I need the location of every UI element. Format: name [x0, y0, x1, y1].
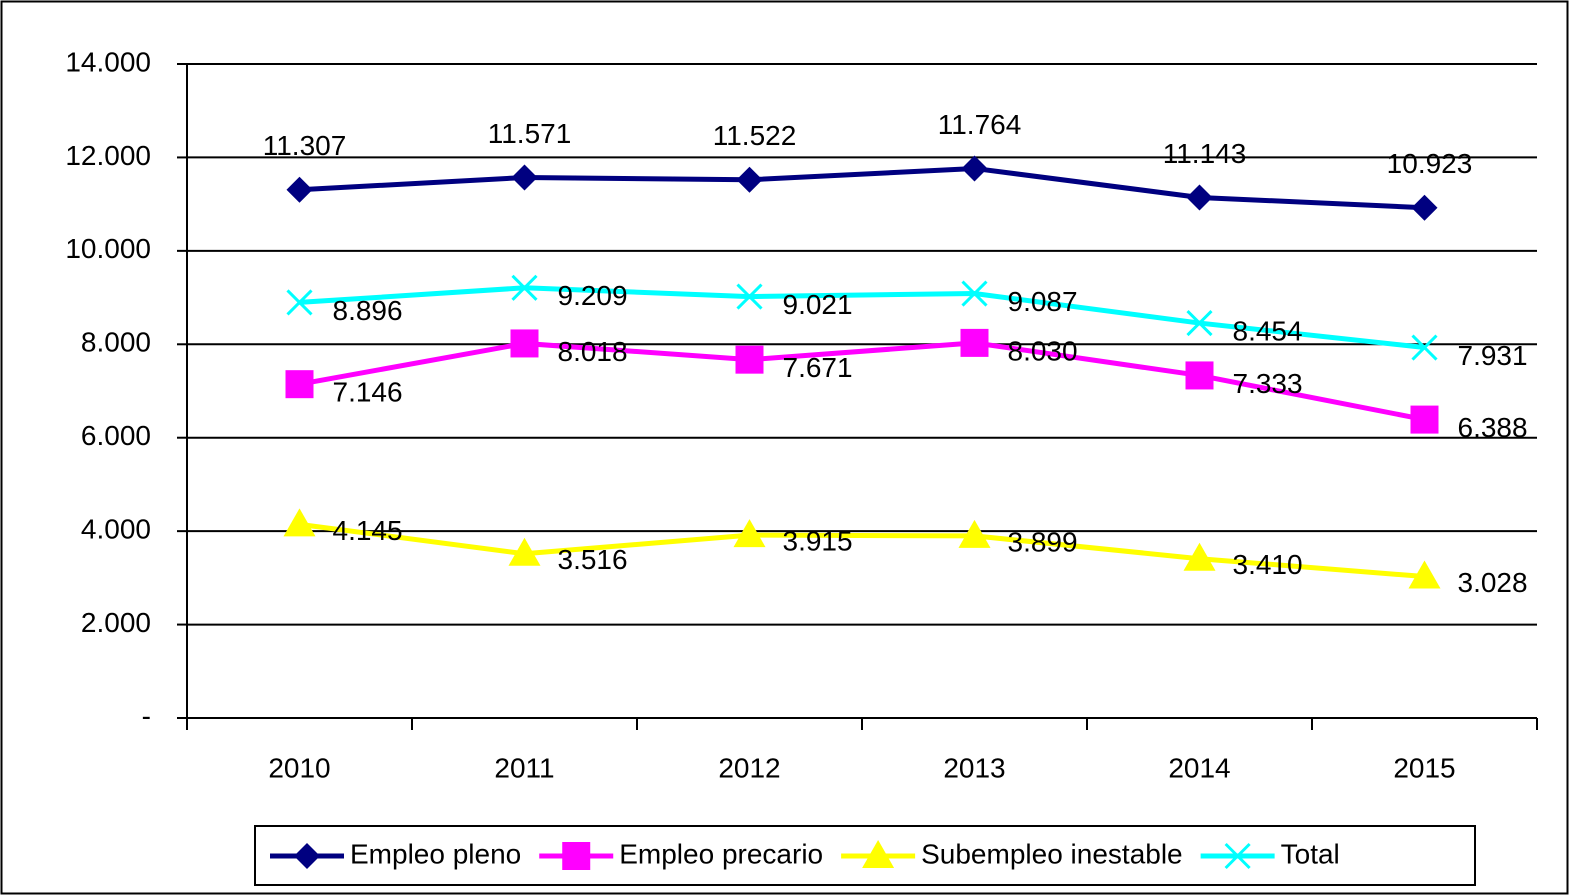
data-point — [958, 519, 991, 548]
data-point — [736, 166, 763, 193]
data-label: 4.145 — [333, 515, 403, 546]
data-label: 7.671 — [783, 352, 853, 383]
legend-label: Total — [1281, 838, 1340, 869]
legend-marker — [1224, 842, 1251, 870]
data-point — [286, 176, 313, 203]
y-tick-label: - — [142, 700, 151, 731]
y-tick-label: 12.000 — [65, 140, 151, 171]
data-label: 3.516 — [558, 544, 628, 575]
data-label: 3.410 — [1233, 549, 1303, 580]
legend-label: Empleo pleno — [350, 838, 521, 869]
data-label: 9.021 — [783, 289, 853, 320]
data-label: 7.333 — [1233, 368, 1303, 399]
data-label: 3.899 — [1008, 526, 1078, 557]
data-point — [285, 370, 314, 399]
x-tick-label: 2012 — [718, 752, 780, 783]
data-label: 11.522 — [713, 120, 797, 151]
legend-label: Empleo precario — [619, 838, 823, 869]
data-point — [1186, 310, 1213, 337]
series-line — [299, 285, 1425, 350]
series-line — [299, 521, 1425, 580]
series-line — [299, 165, 1425, 211]
legend-marker — [562, 842, 591, 870]
data-point — [1408, 560, 1441, 589]
y-tick-label: 2.000 — [81, 607, 151, 638]
legend-marker — [862, 840, 895, 868]
data-point — [508, 537, 541, 566]
data-point — [511, 274, 538, 301]
data-label: 10.923 — [1387, 148, 1473, 179]
data-label: 8.896 — [333, 295, 403, 326]
data-point — [961, 280, 988, 307]
data-point — [510, 329, 539, 358]
data-label: 11.764 — [938, 109, 1022, 140]
data-point — [960, 328, 989, 357]
data-point — [283, 508, 316, 537]
y-tick-label: 4.000 — [81, 514, 151, 545]
data-label: 8.018 — [558, 336, 628, 367]
y-tick-label: 6.000 — [81, 420, 151, 451]
y-tick-label: 8.000 — [81, 327, 151, 358]
y-tick-label: 14.000 — [65, 46, 151, 77]
data-point — [733, 519, 766, 548]
data-point — [961, 155, 988, 182]
data-point — [736, 283, 763, 310]
legend-marker — [294, 843, 320, 869]
data-point — [511, 164, 538, 191]
x-tick-label: 2013 — [943, 752, 1005, 783]
x-tick-label: 2011 — [494, 752, 554, 783]
data-label: 8.454 — [1233, 315, 1303, 346]
data-point — [1186, 184, 1213, 211]
data-point — [1183, 542, 1216, 571]
x-tick-label: 2010 — [268, 752, 330, 783]
data-point — [1411, 194, 1438, 221]
data-label: 9.209 — [558, 280, 628, 311]
data-label: 8.030 — [1008, 335, 1078, 366]
data-label: 7.146 — [333, 377, 403, 408]
data-point — [1410, 405, 1439, 434]
data-point — [286, 289, 313, 316]
x-tick-label: 2014 — [1168, 752, 1230, 783]
data-label: 11.571 — [488, 118, 572, 149]
series-line — [299, 340, 1425, 423]
data-point — [1411, 334, 1438, 361]
data-label: 6.388 — [1458, 412, 1528, 443]
data-point — [1185, 361, 1214, 390]
x-tick-label: 2015 — [1393, 752, 1455, 783]
data-label: 11.143 — [1163, 138, 1247, 169]
y-tick-label: 10.000 — [65, 233, 151, 264]
data-label: 9.087 — [1008, 286, 1078, 317]
data-label: 7.931 — [1458, 340, 1528, 371]
data-label: 3.028 — [1458, 567, 1528, 598]
legend-label: Subempleo inestable — [921, 838, 1183, 869]
data-label: 3.915 — [783, 526, 853, 557]
data-label: 11.307 — [263, 130, 347, 161]
data-point — [735, 345, 764, 374]
